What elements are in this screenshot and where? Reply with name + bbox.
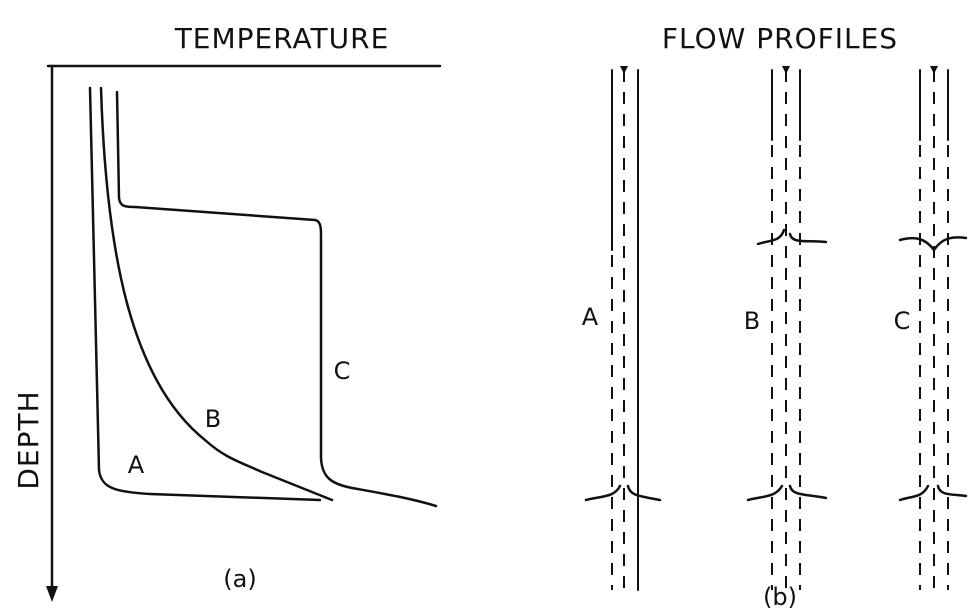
depth-arrow [46,586,58,602]
well-b: B [744,66,828,590]
panel-a-caption: (a) [223,565,256,593]
curve-c [115,90,438,508]
well-c: C [894,66,968,590]
well-label-a: A [582,303,599,331]
curve-b [99,86,334,502]
curve-label-a: A [128,451,145,479]
curve-label-c: C [334,357,351,385]
panel-a: TEMPERATURE DEPTH A B C (a) [12,22,442,602]
well-label-c: C [894,307,911,335]
panel-b: FLOW PROFILES A B [582,22,968,611]
well-a: A [582,66,662,591]
panel-a-title: TEMPERATURE [174,22,390,55]
panel-b-title: FLOW PROFILES [662,22,898,55]
curve-a [88,86,322,502]
depth-label: DEPTH [12,390,45,489]
curve-label-b: B [205,405,221,433]
panel-b-caption: (b) [763,583,797,611]
well-label-b: B [744,307,760,335]
